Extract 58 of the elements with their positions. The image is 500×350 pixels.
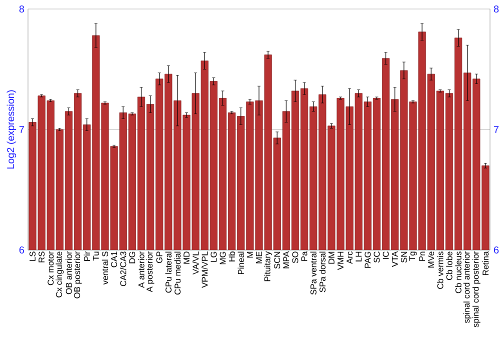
x-tick-label: Pa: [301, 251, 308, 261]
x-tick-label: SPa ventral: [310, 252, 316, 295]
x-tick-label: CPu lateral: [165, 252, 172, 293]
x-tick-label: Hb: [228, 252, 235, 262]
x-tick-label: Pir: [84, 251, 90, 261]
x-tick-label: M: [247, 252, 253, 258]
x-tick-label: VA/VL: [192, 251, 199, 275]
x-tick-label: Cb vermis: [437, 252, 444, 289]
x-tick-label: VTA: [392, 251, 398, 268]
x-tick-label: RS: [38, 252, 45, 262]
x-tick-label: SO: [292, 252, 298, 264]
x-tick-label: Cx motor: [48, 251, 54, 286]
y2-tick-label: 6: [494, 246, 499, 254]
x-tick-label: VMH: [338, 252, 344, 270]
x-tick-label: Arc: [346, 251, 353, 264]
x-tick-label: CA2/CA3: [120, 252, 126, 286]
x-tick-label: SC: [374, 252, 380, 263]
x-tick-label: MD: [184, 252, 190, 264]
x-tick-label: Tu: [92, 252, 99, 261]
y-tick-label: 7: [19, 126, 24, 133]
x-tick-label: SPa dorsal: [319, 252, 326, 292]
x-tick-label: Pn: [419, 252, 425, 261]
x-tick-label: SCN: [274, 252, 280, 269]
x-tick-label: MVe: [428, 252, 434, 268]
x-tick-label: Cb lobe: [446, 252, 452, 280]
y-tick-label: 6: [19, 246, 24, 254]
x-tick-label: LS: [30, 252, 36, 261]
x-tick-label: Tg: [409, 252, 417, 261]
x-tick-label: PAG: [364, 252, 371, 268]
x-tick-label: Pituitary: [264, 251, 272, 282]
x-tick-label: spinal cord posterior: [472, 251, 480, 328]
x-tick-label: spinal cord anterior: [463, 251, 472, 323]
x-tick-label: OB anterior: [66, 251, 72, 294]
x-tick-label: A posterior: [146, 251, 154, 292]
x-tick-label: ventral S: [102, 252, 108, 285]
x-tick-label: VPM/VPL: [202, 251, 208, 288]
x-tick-label: GP: [156, 252, 162, 264]
y-tick-label: 8: [19, 5, 24, 13]
x-tick-label: Cx cingulate: [56, 252, 64, 298]
y2-tick-label: 7: [494, 126, 499, 133]
x-tick-label: Cb nucleus: [455, 252, 462, 294]
x-tick-label: CPu medial: [174, 252, 181, 295]
x-tick-label: LG: [210, 252, 217, 262]
x-tick-label: CA1: [111, 252, 118, 268]
y2-tick-label: 8: [494, 5, 499, 13]
x-tick-label: DG: [129, 252, 136, 264]
x-tick-label: LH: [356, 252, 362, 262]
x-tick-label: SN: [400, 252, 407, 263]
x-tick-label: Pineal: [238, 252, 244, 274]
x-tick-label: A anterior: [138, 251, 144, 288]
x-tick-label: DM: [328, 252, 334, 264]
x-tick-label: MPA: [283, 251, 290, 268]
x-tick-label: ME: [256, 252, 262, 264]
y-axis-title: Log2 (expression): [6, 90, 16, 169]
x-tick-label: Retina: [482, 251, 489, 275]
x-tick-label: OB posterior: [74, 251, 82, 298]
x-tick-label: MG: [220, 252, 226, 264]
x-tick-label: IC: [382, 252, 389, 259]
